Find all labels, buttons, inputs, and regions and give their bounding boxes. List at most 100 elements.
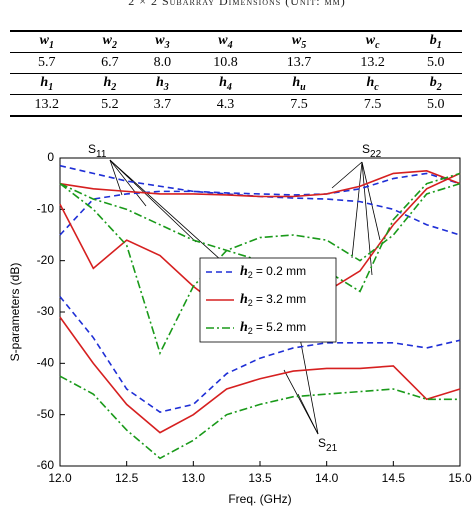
x-tick-label: 14.0 — [315, 471, 339, 485]
symbol: b — [429, 33, 437, 49]
x-tick-label: 15.0 — [448, 471, 472, 485]
legend-text: = 3.2 mm — [256, 292, 306, 306]
table-cell: w4 — [188, 30, 263, 53]
table-cell: b1 — [409, 30, 462, 53]
y-tick-label: -30 — [37, 304, 55, 318]
legend-label: h2 = 5.2 mm — [240, 320, 306, 336]
symbol: w — [365, 33, 376, 49]
subscript: 2 — [436, 81, 442, 93]
y-tick-label: -20 — [37, 253, 55, 267]
subscript: u — [300, 81, 306, 93]
annotation-sub: 22 — [370, 149, 382, 160]
legend-symbol: h — [240, 320, 248, 335]
symbol: h — [156, 75, 164, 91]
y-tick-label: -10 — [37, 202, 55, 216]
x-tick-label: 14.5 — [382, 471, 406, 485]
table-cell: 7.5 — [262, 94, 336, 117]
curve — [59, 164, 461, 236]
y-axis-label: S-parameters (dB) — [8, 263, 22, 362]
arrows — [109, 159, 381, 435]
x-tick-label: 13.5 — [248, 471, 272, 485]
table-cell: 13.7 — [262, 52, 336, 74]
table-row: 5.7 6.7 8.0 10.8 13.7 13.2 5.0 — [10, 52, 462, 74]
symbol: w — [155, 33, 165, 49]
annotation-sub: 21 — [326, 443, 338, 454]
symbol: w — [39, 33, 49, 49]
curve — [59, 172, 461, 236]
table-caption: 2 × 2 Subarray Dimensions (Unit: mm) — [128, 0, 346, 8]
table-cell: w3 — [136, 30, 189, 53]
table-cell: 7.5 — [335, 94, 410, 117]
legend-text: = 0.2 mm — [256, 264, 306, 278]
dimension-table: w1 w2 w3 w4 w5 wc b1 5.7 6.7 8.0 10.8 13.7 13.2 5.0 h1… — [10, 30, 462, 117]
annotation-sub: 11 — [96, 149, 107, 160]
table-cell: 4.3 — [188, 94, 263, 117]
table-cell: 5.0 — [409, 94, 462, 117]
subscript: 3 — [163, 81, 169, 93]
legend-sub: 2 — [248, 270, 253, 280]
table-cell: w1 — [10, 30, 84, 53]
symbol: b — [429, 75, 437, 91]
legend-label: h2 = 3.2 mm — [240, 292, 306, 308]
y-tick-label: -50 — [37, 407, 55, 421]
symbol: h — [219, 75, 227, 91]
table-row: 13.2 5.2 3.7 4.3 7.5 7.5 5.0 — [10, 94, 462, 117]
table-cell: 10.8 — [188, 52, 263, 74]
symbol: h — [103, 75, 112, 91]
curve — [59, 375, 460, 460]
y-tick-label: 0 — [47, 150, 54, 164]
curve — [59, 182, 461, 356]
symbol: h — [292, 75, 301, 91]
table-cell: h3 — [136, 73, 189, 95]
table-cell: hu — [262, 73, 336, 95]
subscript: 1 — [436, 39, 442, 51]
table-cell: wc — [335, 30, 410, 53]
table-row: h1 h2 h3 h4 hu hc b2 — [10, 73, 462, 95]
table-cell: h4 — [188, 73, 263, 95]
table-cell: 13.2 — [335, 52, 410, 74]
table-cell: 5.2 — [83, 94, 137, 117]
table-cell: w2 — [83, 30, 137, 53]
table-cell: 13.2 — [10, 94, 84, 117]
x-tick-label: 13.0 — [182, 471, 206, 485]
table-cell: hc — [335, 73, 410, 95]
table-cell: h2 — [83, 73, 137, 95]
subscript: 5 — [301, 39, 307, 51]
annotation: S22 — [362, 142, 382, 159]
subscript: 2 — [111, 81, 117, 93]
table-cell: 6.7 — [83, 52, 137, 74]
curve — [59, 296, 461, 413]
table-row: w1 w2 w3 w4 w5 wc b1 — [10, 30, 462, 53]
x-axis-label: Freq. (GHz) — [228, 492, 291, 506]
subscript: 1 — [48, 39, 54, 51]
symbol: h — [366, 75, 375, 91]
table-cell: 8.0 — [136, 52, 189, 74]
legend-text: = 5.2 mm — [256, 320, 306, 334]
table-cell: 3.7 — [136, 94, 189, 117]
x-tick-label: 12.0 — [48, 471, 72, 485]
symbol: w — [102, 33, 113, 49]
legend-sub: 2 — [248, 326, 253, 336]
annotation: S11 — [88, 142, 107, 159]
legend-symbol: h — [240, 292, 248, 307]
subscript: 2 — [112, 39, 118, 51]
symbol: w — [291, 33, 302, 49]
x-tick-label: 12.5 — [115, 471, 139, 485]
subscript: 1 — [48, 81, 54, 93]
legend-symbol: h — [240, 264, 248, 279]
symbol: w — [218, 33, 228, 49]
annotation: S21 — [318, 436, 338, 453]
table-cell: w5 — [262, 30, 336, 53]
subscript: 4 — [227, 39, 233, 51]
subscript: c — [375, 39, 380, 51]
legend-sub: 2 — [248, 298, 253, 308]
symbol: h — [40, 75, 49, 91]
curve — [59, 170, 461, 198]
y-tick-label: -60 — [37, 458, 55, 472]
subscript: c — [374, 81, 379, 93]
y-tick-label: -40 — [37, 356, 55, 370]
table-cell: 5.7 — [10, 52, 84, 74]
table-cell: 5.0 — [409, 52, 462, 74]
